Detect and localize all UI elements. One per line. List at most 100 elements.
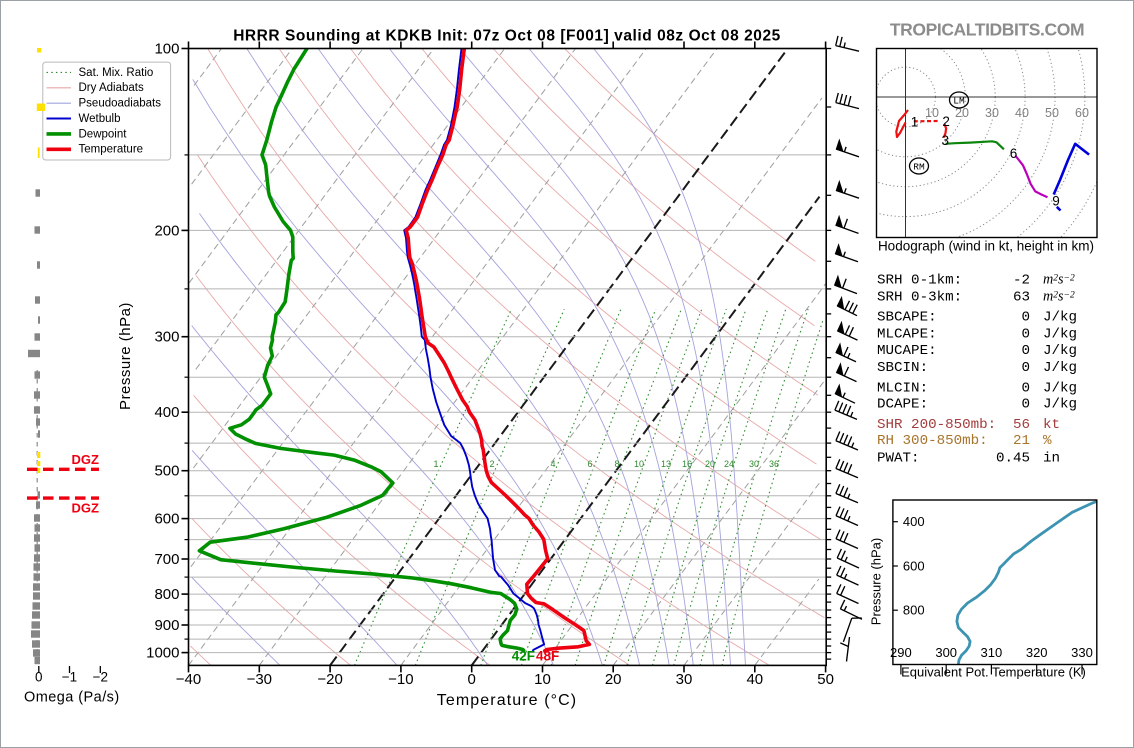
svg-text:MLCAPE:: MLCAPE:	[877, 326, 937, 342]
svg-text:MUCAPE:: MUCAPE:	[877, 343, 937, 359]
svg-text:J/kg: J/kg	[1043, 360, 1077, 376]
svg-text:20: 20	[605, 671, 622, 688]
svg-text:100: 100	[154, 41, 179, 58]
svg-text:Pressure (hPa): Pressure (hPa)	[117, 302, 134, 410]
svg-text:290: 290	[890, 645, 912, 660]
svg-text:PWAT:: PWAT:	[877, 451, 920, 467]
svg-text:in: in	[1043, 451, 1060, 467]
svg-text:13: 13	[661, 459, 671, 469]
svg-text:20: 20	[705, 459, 715, 469]
svg-text:2: 2	[489, 459, 494, 469]
svg-text:600: 600	[903, 559, 925, 574]
svg-text:J/kg: J/kg	[1043, 381, 1077, 397]
svg-text:4: 4	[550, 459, 555, 469]
svg-text:SRH 0-1km:: SRH 0-1km:	[877, 273, 962, 289]
svg-text:300: 300	[935, 645, 957, 660]
svg-text:330: 330	[1071, 645, 1093, 660]
svg-text:DCAPE:: DCAPE:	[877, 396, 928, 412]
svg-text:42F: 42F	[512, 649, 535, 664]
svg-text:kt: kt	[1043, 417, 1060, 433]
svg-text:30: 30	[985, 106, 999, 120]
svg-text:DGZ: DGZ	[72, 501, 100, 516]
svg-text:200: 200	[154, 222, 179, 239]
svg-text:0: 0	[1021, 343, 1030, 359]
svg-text:800: 800	[154, 586, 179, 603]
svg-text:Dry Adiabats: Dry Adiabats	[79, 82, 144, 94]
svg-text:21: 21	[1013, 433, 1030, 449]
svg-text:SRH 0-3km:: SRH 0-3km:	[877, 290, 962, 306]
svg-text:1: 1	[433, 459, 438, 469]
svg-text:0: 0	[1021, 381, 1030, 397]
svg-text:SBCAPE:: SBCAPE:	[877, 310, 937, 326]
svg-text:320: 320	[1026, 645, 1048, 660]
svg-text:0.45: 0.45	[996, 451, 1030, 467]
svg-text:800: 800	[903, 603, 925, 618]
svg-text:J/kg: J/kg	[1043, 310, 1077, 326]
svg-text:56: 56	[1013, 417, 1030, 433]
svg-text:Pseudoadiabats: Pseudoadiabats	[79, 98, 162, 110]
svg-text:J/kg: J/kg	[1043, 396, 1077, 412]
svg-text:0: 0	[1021, 396, 1030, 412]
svg-text:LM: LM	[953, 96, 965, 107]
svg-text:600: 600	[154, 511, 179, 528]
svg-text:1000: 1000	[146, 645, 179, 662]
svg-text:700: 700	[154, 551, 179, 568]
svg-text:Equivalent Pot. Temperature (K: Equivalent Pot. Temperature (K)	[901, 665, 1086, 680]
svg-text:40: 40	[746, 671, 763, 688]
svg-text:36: 36	[769, 459, 779, 469]
svg-text:6: 6	[1010, 146, 1018, 161]
svg-text:48F: 48F	[536, 649, 559, 664]
svg-text:TROPICALTIDBITS.COM: TROPICALTIDBITS.COM	[890, 20, 1084, 40]
svg-text:6: 6	[587, 459, 592, 469]
svg-text:30: 30	[749, 459, 759, 469]
svg-text:−40: −40	[176, 671, 201, 688]
svg-text:2: 2	[942, 114, 950, 129]
svg-text:−30: −30	[247, 671, 272, 688]
svg-text:500: 500	[154, 463, 179, 480]
svg-text:Temperature (°C): Temperature (°C)	[437, 692, 577, 709]
svg-text:J/kg: J/kg	[1043, 343, 1077, 359]
svg-text:8: 8	[614, 459, 619, 469]
svg-text:%: %	[1043, 433, 1052, 449]
svg-text:−2: −2	[93, 670, 108, 685]
svg-text:−1: −1	[62, 670, 77, 685]
svg-text:400: 400	[154, 404, 179, 421]
svg-text:0: 0	[1021, 360, 1030, 376]
svg-text:Sat. Mix. Ratio: Sat. Mix. Ratio	[79, 67, 154, 79]
svg-text:J/kg: J/kg	[1043, 326, 1077, 342]
svg-text:10: 10	[925, 106, 939, 120]
svg-text:RH 300-850mb:: RH 300-850mb:	[877, 433, 988, 449]
svg-text:63: 63	[1013, 290, 1030, 306]
svg-text:50: 50	[1045, 106, 1059, 120]
svg-text:MLCIN:: MLCIN:	[877, 381, 928, 397]
svg-text:HRRR Sounding at KDKB Init: 07: HRRR Sounding at KDKB Init: 07z Oct 08 […	[233, 28, 781, 45]
svg-text:0: 0	[468, 671, 476, 688]
svg-text:−20: −20	[317, 671, 342, 688]
svg-text:0: 0	[1021, 310, 1030, 326]
svg-text:0: 0	[35, 670, 43, 685]
svg-text:1: 1	[911, 115, 919, 130]
svg-text:Pressure (hPa): Pressure (hPa)	[869, 538, 884, 625]
svg-text:10: 10	[534, 671, 551, 688]
svg-text:SHR 200-850mb:: SHR 200-850mb:	[877, 417, 996, 433]
svg-text:900: 900	[154, 617, 179, 634]
svg-text:9: 9	[1052, 194, 1060, 209]
svg-text:310: 310	[981, 645, 1003, 660]
svg-text:Wetbulb: Wetbulb	[79, 113, 121, 125]
svg-text:3: 3	[942, 133, 950, 148]
svg-text:60: 60	[1075, 106, 1089, 120]
svg-text:-2: -2	[1013, 273, 1030, 289]
svg-text:0: 0	[1021, 326, 1030, 342]
svg-text:400: 400	[903, 514, 925, 529]
svg-text:50: 50	[817, 671, 834, 688]
svg-text:RM: RM	[913, 162, 925, 173]
svg-text:20: 20	[955, 106, 969, 120]
svg-text:−10: −10	[388, 671, 413, 688]
svg-text:24: 24	[724, 459, 734, 469]
svg-text:Temperature: Temperature	[79, 144, 144, 156]
svg-text:40: 40	[1015, 106, 1029, 120]
svg-text:16: 16	[682, 459, 692, 469]
svg-text:30: 30	[676, 671, 693, 688]
svg-text:10: 10	[634, 459, 644, 469]
svg-text:Dewpoint: Dewpoint	[79, 128, 128, 140]
